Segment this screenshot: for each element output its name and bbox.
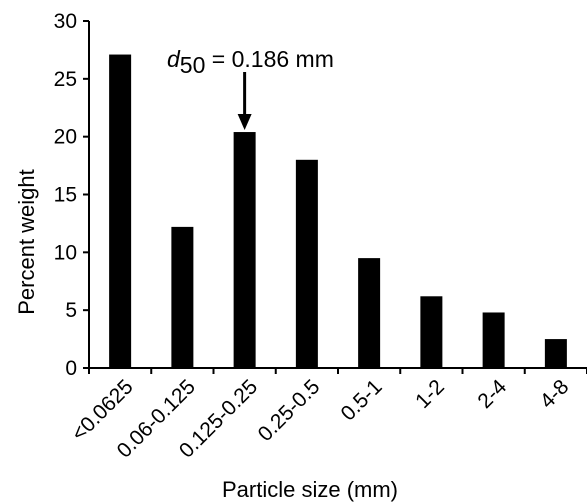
d50-label: d50 = 0.186 mm	[167, 46, 334, 78]
y-axis-title: Percent weight	[14, 169, 39, 315]
x-tick-label: 4-8	[536, 375, 574, 413]
d50-arrow-head	[237, 114, 252, 131]
d50-annotation: d50 = 0.186 mm	[167, 46, 334, 131]
x-tick-label: 2-4	[473, 375, 511, 413]
y-tick-label: 15	[54, 184, 77, 207]
bar-0.06-0.125	[171, 226, 194, 368]
y-tick-label: 10	[54, 241, 77, 264]
y-tick-label: 20	[54, 126, 77, 149]
bar-0.5-1	[358, 258, 381, 368]
y-tick-label: 25	[54, 68, 77, 91]
y-tick-label: 30	[54, 10, 77, 33]
x-axis-title: Particle size (mm)	[222, 477, 398, 502]
bar-<0.0625	[109, 54, 132, 368]
x-tick-label: 0.25-0.5	[254, 375, 325, 446]
bar-0.125-0.25	[233, 132, 256, 368]
bar-2-4	[482, 312, 505, 368]
x-tick-label: 1-2	[411, 375, 449, 413]
bar-4-8	[544, 339, 567, 368]
y-tick-label: 0	[65, 357, 77, 380]
y-axis-ticks: 0 5 10 15 20 25 30	[54, 10, 89, 380]
x-tick-label: 0.5-1	[337, 375, 387, 425]
bars-group	[109, 54, 567, 368]
bar-1-2	[420, 296, 443, 368]
bar-0.25-0.5	[295, 159, 318, 368]
y-tick-label: 5	[65, 299, 77, 322]
